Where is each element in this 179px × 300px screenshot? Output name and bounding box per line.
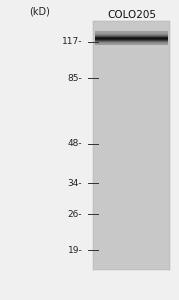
Text: 26-: 26- (68, 210, 82, 219)
Text: (kD): (kD) (29, 7, 50, 17)
FancyBboxPatch shape (93, 21, 170, 270)
Text: 48-: 48- (68, 140, 82, 148)
Text: 34-: 34- (68, 179, 82, 188)
Text: 19-: 19- (68, 246, 82, 255)
Text: COLO205: COLO205 (107, 11, 156, 20)
Text: 85-: 85- (68, 74, 82, 83)
Text: 117-: 117- (62, 37, 82, 46)
